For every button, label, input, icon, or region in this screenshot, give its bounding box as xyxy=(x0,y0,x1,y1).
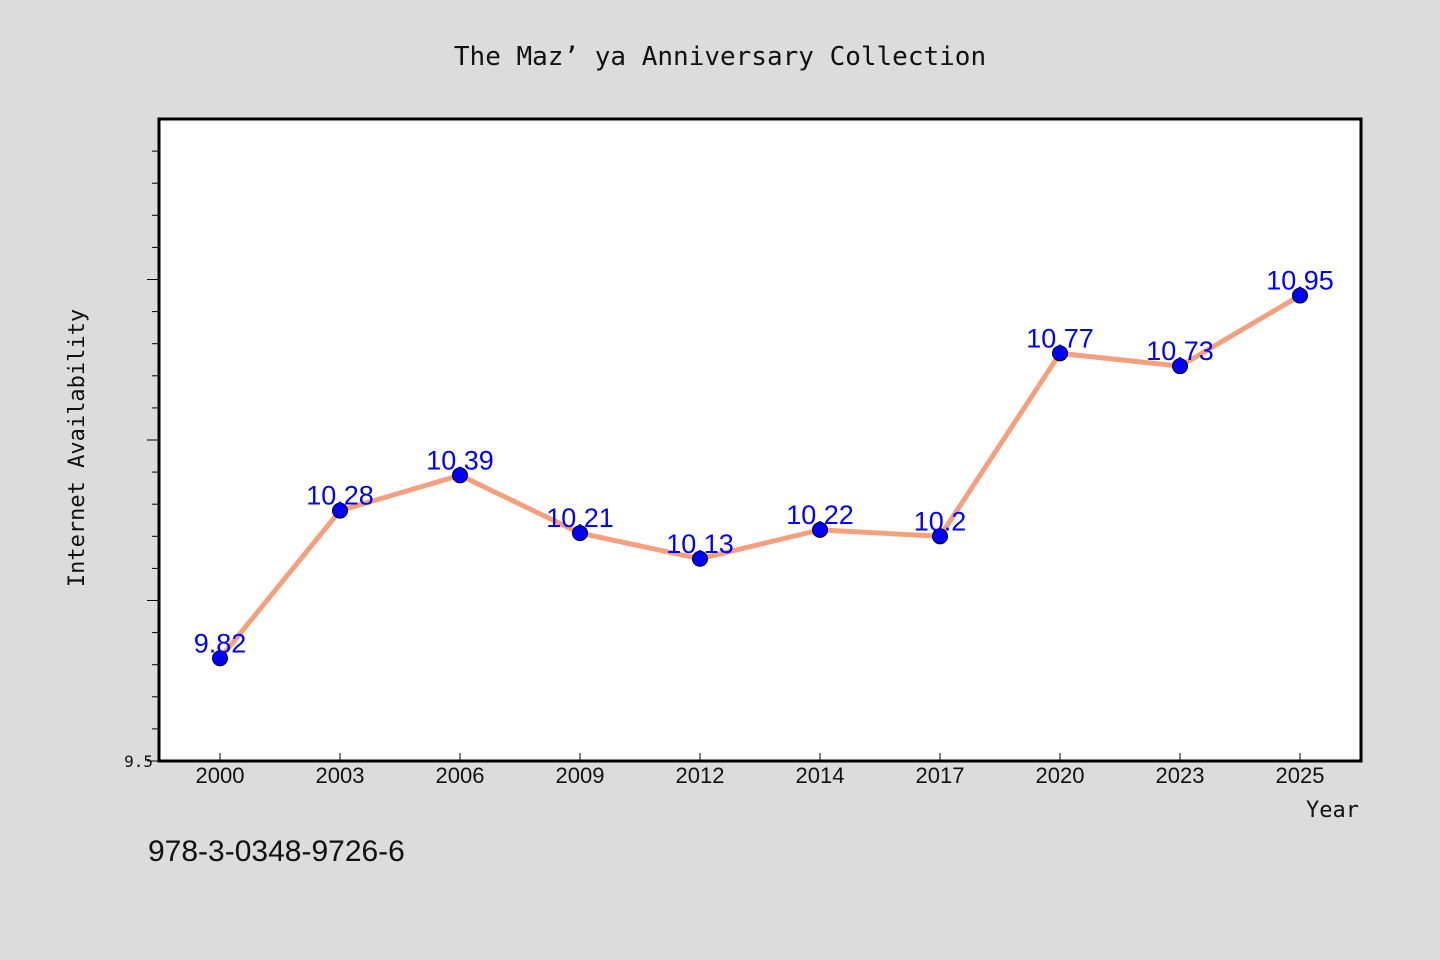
series-group xyxy=(217,293,1303,661)
data-label: 10.95 xyxy=(1266,266,1334,296)
data-label: 10.28 xyxy=(306,481,374,511)
x-tick-label: 2000 xyxy=(196,763,245,788)
data-point-marker xyxy=(812,521,828,538)
x-tick-label: 2023 xyxy=(1156,763,1205,788)
x-axis-label: Year xyxy=(1306,798,1359,823)
x-tick-label: 2017 xyxy=(916,763,965,788)
data-point-marker xyxy=(692,550,708,567)
y-axis-label: Internet Availability xyxy=(65,309,90,587)
x-axis-ticks: 2000 2003 2006 2009 2012 2014 2017 2020 2023 2025 xyxy=(196,753,1325,788)
data-label: 10.77 xyxy=(1026,323,1094,353)
data-point-marker xyxy=(452,467,468,484)
data-label: 10.2 xyxy=(914,506,967,536)
x-tick-label: 2014 xyxy=(796,763,845,788)
data-label: 9.82 xyxy=(194,628,247,658)
data-point-marker xyxy=(572,525,588,542)
data-point-marker xyxy=(1292,287,1308,304)
x-tick-label: 2006 xyxy=(436,763,485,788)
data-label-group: 9.82 10.28 10.39 10.21 10.13 10.22 10.2 10.77 10… xyxy=(194,266,1334,659)
x-tick-label: 2009 xyxy=(556,763,605,788)
x-tick-label: 2003 xyxy=(316,763,365,788)
data-point-marker xyxy=(332,502,348,519)
data-label: 10.13 xyxy=(666,529,734,559)
data-label: 10.39 xyxy=(426,445,494,475)
x-tick-label: 2012 xyxy=(676,763,725,788)
data-label: 10.73 xyxy=(1146,336,1214,366)
data-point-marker xyxy=(1172,358,1188,375)
y-tick-label: 9.5 xyxy=(124,752,153,771)
plot-area xyxy=(157,117,1363,763)
y-axis-ticks: 9.5 xyxy=(124,150,159,771)
data-label: 10.22 xyxy=(786,500,854,530)
series-line xyxy=(217,293,1303,661)
x-tick-label: 2020 xyxy=(1036,763,1085,788)
data-point-marker xyxy=(1052,345,1068,362)
isbn-text: 978-3-0348-9726-6 xyxy=(148,835,405,868)
marker-group xyxy=(212,287,1308,667)
chart-title: The Maz’ ya Anniversary Collection xyxy=(454,42,986,72)
data-point-marker xyxy=(212,650,228,667)
data-point-marker xyxy=(932,528,948,545)
data-label: 10.21 xyxy=(546,503,614,533)
x-tick-label: 2025 xyxy=(1276,763,1325,788)
